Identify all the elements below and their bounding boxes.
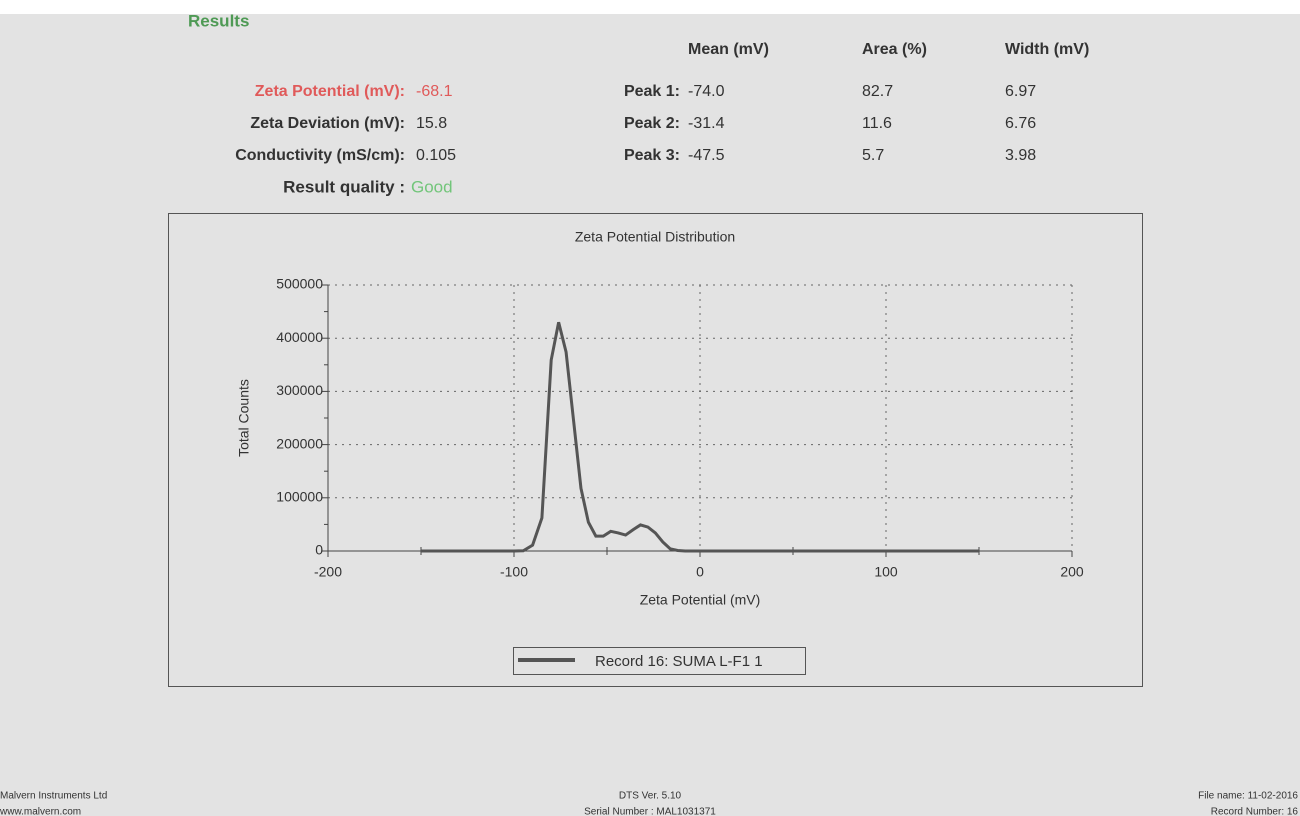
x-tick-label: 200 [1060,564,1084,580]
footer-center: DTS Ver. 5.10 [619,791,682,802]
peak-width: 6.76 [1005,115,1036,132]
peak-label: Peak 2: [624,115,680,132]
chart-frame [168,213,1143,687]
peak-area: 11.6 [862,115,892,132]
y-tick-label: 100000 [276,489,323,505]
y-tick-label: 500000 [276,276,323,292]
column-header: Area (%) [862,41,927,58]
x-tick-label: -200 [314,564,342,580]
column-header: Mean (mV) [688,41,769,58]
y-tick-label: 400000 [276,329,323,345]
footer-right: Record Number: 16 [1211,807,1299,816]
peak-area: 82.7 [862,83,893,100]
y-tick-label: 200000 [276,435,323,451]
peak-mean: -74.0 [688,83,725,100]
x-tick-label: 0 [696,564,704,580]
peak-area: 5.7 [862,147,884,164]
peak-label: Peak 3: [624,147,680,164]
x-axis-label: Zeta Potential (mV) [640,592,761,608]
x-tick-label: 100 [874,564,898,580]
peak-mean: -47.5 [688,147,725,164]
y-axis-label: Total Counts [236,379,252,457]
peak-mean: -31.4 [688,115,725,132]
footer-left: www.malvern.com [0,807,81,816]
peak-width: 6.97 [1005,83,1036,100]
result-label: Conductivity (mS/cm): [235,147,405,164]
x-tick-label: -100 [500,564,528,580]
y-tick-label: 300000 [276,382,323,398]
quality-label: Result quality : [283,177,405,196]
result-label: Zeta Deviation (mV): [250,115,405,132]
data-line [421,321,979,553]
result-label: Zeta Potential (mV): [255,83,405,100]
chart-title: Zeta Potential Distribution [575,229,735,245]
footer-right: File name: 11-02-2016 [1198,791,1298,802]
peak-label: Peak 1: [624,83,680,100]
result-value: 0.105 [416,147,456,164]
quality-value: Good [411,177,453,196]
result-value: 15.8 [416,115,447,132]
legend-box [513,647,806,675]
results-title: Results [188,11,249,30]
column-header: Width (mV) [1005,41,1089,58]
legend-label: Record 16: SUMA L-F1 1 [595,653,763,670]
result-value: -68.1 [416,83,453,100]
y-tick-label: 0 [315,542,323,558]
peak-width: 3.98 [1005,147,1036,164]
footer-left: Malvern Instruments Ltd [0,791,107,802]
footer-center: Serial Number : MAL1031371 [584,807,716,816]
top-strip [0,0,1300,14]
